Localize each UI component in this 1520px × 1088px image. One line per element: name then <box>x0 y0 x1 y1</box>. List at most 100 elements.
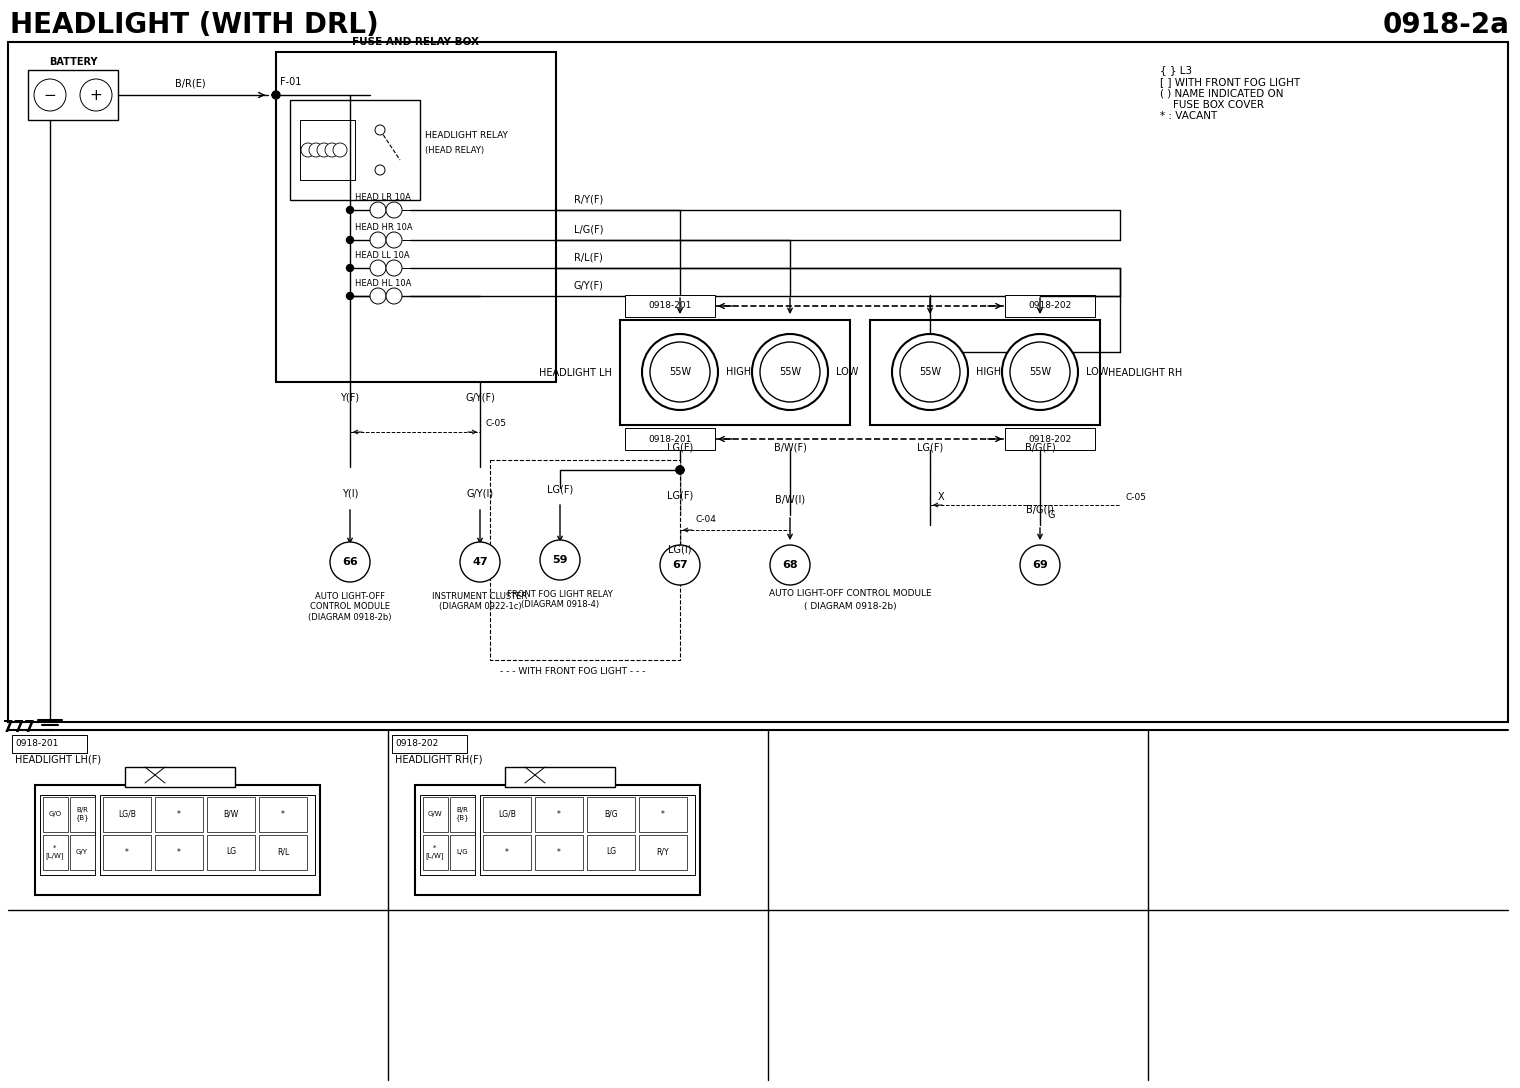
Text: R/Y: R/Y <box>657 848 669 856</box>
Bar <box>620 320 850 425</box>
Bar <box>483 798 530 832</box>
Text: HEADLIGHT RH(F): HEADLIGHT RH(F) <box>395 755 482 765</box>
Text: LG(F): LG(F) <box>667 442 693 452</box>
Text: *: * <box>281 809 284 818</box>
Text: HIGH: HIGH <box>976 367 1002 378</box>
Text: R/Y(F): R/Y(F) <box>575 195 603 205</box>
Bar <box>625 295 714 317</box>
Bar <box>535 834 584 870</box>
Text: L/G(F): L/G(F) <box>575 225 603 235</box>
Text: HEADLIGHT LH: HEADLIGHT LH <box>540 368 613 378</box>
Text: *
[L/W]: * [L/W] <box>426 845 444 858</box>
Text: *: * <box>176 809 181 818</box>
Bar <box>290 100 420 200</box>
Text: LOW: LOW <box>836 367 859 378</box>
Circle shape <box>676 466 684 474</box>
Text: B/W: B/W <box>223 809 239 818</box>
Bar <box>625 428 714 450</box>
Bar <box>40 795 94 875</box>
Text: *: * <box>505 848 509 856</box>
Bar <box>155 834 204 870</box>
Text: HIGH: HIGH <box>727 367 751 378</box>
Text: C-05: C-05 <box>485 420 506 429</box>
Text: 55W: 55W <box>1029 367 1050 378</box>
Text: 0918-202: 0918-202 <box>1029 301 1072 310</box>
Text: 0918-2a: 0918-2a <box>1383 11 1509 39</box>
Bar <box>638 798 687 832</box>
Text: B/R
{B}: B/R {B} <box>74 807 88 820</box>
Bar <box>258 834 307 870</box>
Circle shape <box>892 334 968 410</box>
Bar <box>415 786 701 895</box>
Text: LG(F): LG(F) <box>917 442 942 452</box>
Circle shape <box>325 143 339 157</box>
Text: *: * <box>125 848 129 856</box>
Bar <box>423 798 448 832</box>
Bar <box>1005 428 1094 450</box>
Bar <box>420 795 474 875</box>
Bar <box>125 767 236 787</box>
Circle shape <box>386 260 401 276</box>
Circle shape <box>752 334 828 410</box>
Bar <box>587 798 635 832</box>
Bar <box>450 834 474 870</box>
Text: Y(I): Y(I) <box>342 489 359 499</box>
Bar <box>392 735 467 753</box>
Bar <box>12 735 87 753</box>
Bar <box>587 834 635 870</box>
Text: +: + <box>90 87 102 102</box>
Circle shape <box>760 342 819 401</box>
Bar <box>258 798 307 832</box>
Text: G/W: G/W <box>427 811 442 817</box>
Text: B/W(F): B/W(F) <box>774 442 807 452</box>
Text: 0918-201: 0918-201 <box>649 301 692 310</box>
Text: *: * <box>556 809 561 818</box>
Circle shape <box>330 542 369 582</box>
Text: *: * <box>556 848 561 856</box>
Text: G/Y(F): G/Y(F) <box>575 281 603 290</box>
Text: C-05: C-05 <box>1125 493 1146 502</box>
Text: HEAD LR 10A: HEAD LR 10A <box>356 194 410 202</box>
Text: LG: LG <box>606 848 616 856</box>
Circle shape <box>461 542 500 582</box>
Text: HEADLIGHT (WITH DRL): HEADLIGHT (WITH DRL) <box>11 11 378 39</box>
Bar <box>483 834 530 870</box>
Text: X: X <box>938 492 944 502</box>
Text: FUSE AND RELAY BOX: FUSE AND RELAY BOX <box>353 37 479 47</box>
Text: B/G(I): B/G(I) <box>1026 505 1053 515</box>
Text: LG/B: LG/B <box>499 809 515 818</box>
Text: 0918-202: 0918-202 <box>1029 434 1072 444</box>
Circle shape <box>301 143 315 157</box>
Bar <box>155 798 204 832</box>
Circle shape <box>660 545 701 585</box>
Text: HEAD HL 10A: HEAD HL 10A <box>356 280 412 288</box>
Text: { } L3
[ ] WITH FRONT FOG LIGHT
( ) NAME INDICATED ON
    FUSE BOX COVER
* : VAC: { } L3 [ ] WITH FRONT FOG LIGHT ( ) NAME… <box>1160 65 1300 122</box>
Circle shape <box>386 232 401 248</box>
Text: AUTO LIGHT-OFF
CONTROL MODULE
(DIAGRAM 0918-2b): AUTO LIGHT-OFF CONTROL MODULE (DIAGRAM 0… <box>309 592 392 622</box>
Bar <box>505 767 616 787</box>
Circle shape <box>33 79 65 111</box>
Text: HEADLIGHT RH: HEADLIGHT RH <box>1108 368 1183 378</box>
Bar <box>869 320 1100 425</box>
Circle shape <box>900 342 961 401</box>
Text: G/O: G/O <box>49 811 62 817</box>
Text: HEADLIGHT RELAY: HEADLIGHT RELAY <box>426 131 508 139</box>
Circle shape <box>347 264 354 272</box>
Circle shape <box>375 165 385 175</box>
Text: L/G: L/G <box>456 849 468 855</box>
Circle shape <box>386 288 401 304</box>
Text: HEADLIGHT LH(F): HEADLIGHT LH(F) <box>15 755 102 765</box>
Text: B/R(E): B/R(E) <box>175 78 205 88</box>
Text: 55W: 55W <box>920 367 941 378</box>
Text: LG(F): LG(F) <box>547 485 573 495</box>
Circle shape <box>1020 545 1059 585</box>
Text: 0918-201: 0918-201 <box>649 434 692 444</box>
Circle shape <box>333 143 347 157</box>
Bar <box>1005 295 1094 317</box>
Text: LG/B: LG/B <box>119 809 135 818</box>
Text: R/L: R/L <box>277 848 289 856</box>
Bar <box>35 786 321 895</box>
Circle shape <box>369 232 386 248</box>
Bar <box>277 52 556 382</box>
Bar <box>207 834 255 870</box>
